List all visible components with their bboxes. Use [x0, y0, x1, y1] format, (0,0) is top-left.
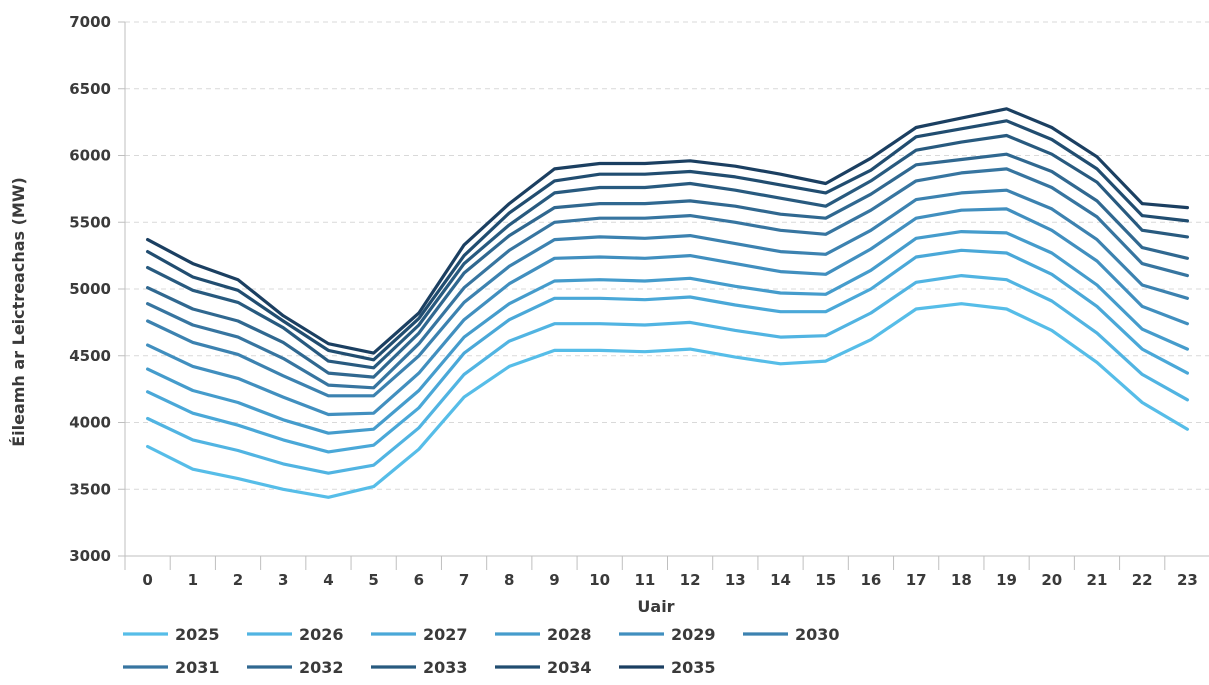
- y-tick-label: 7000: [69, 13, 111, 31]
- legend-item: 2026: [247, 625, 344, 644]
- legend-label: 2027: [423, 625, 468, 644]
- legend-label: 2034: [547, 658, 592, 677]
- series-line-2028: [146, 230, 1190, 435]
- y-tick-label: 4500: [69, 347, 111, 365]
- x-tick-label: 9: [549, 571, 559, 589]
- y-tick-label: 5500: [69, 213, 111, 231]
- legend-label: 2031: [175, 658, 220, 677]
- x-tick-label: 11: [634, 571, 655, 589]
- legend-label: 2033: [423, 658, 468, 677]
- legend-label: 2030: [795, 625, 840, 644]
- y-axis-title: Éileamh ar Leictreachas (MW): [9, 177, 28, 447]
- x-tick-label: 2: [233, 571, 243, 589]
- series-lines: [146, 107, 1190, 499]
- y-tick-label: 5000: [69, 280, 111, 298]
- x-tick-label: 0: [142, 571, 152, 589]
- y-tick-label: 4000: [69, 414, 111, 432]
- legend-label: 2032: [299, 658, 344, 677]
- legend-item: 2031: [123, 658, 220, 677]
- legend-item: 2034: [495, 658, 592, 677]
- x-tick-label: 15: [815, 571, 836, 589]
- x-tick-label: 19: [996, 571, 1017, 589]
- series-line-2025: [146, 302, 1190, 499]
- x-tick-label: 23: [1177, 571, 1198, 589]
- series-line-2033: [146, 133, 1190, 370]
- legend: 2025 2026 2027 2028 2029 2030 2031 2032 2033 2034…: [123, 625, 840, 677]
- series-line-2030: [146, 188, 1190, 398]
- series-line-2032: [146, 152, 1190, 379]
- x-tick-label: 6: [414, 571, 424, 589]
- legend-item: 2027: [371, 625, 468, 644]
- series-line-2026: [146, 274, 1190, 475]
- x-axis-title: Uair: [637, 597, 674, 616]
- x-tick-label: 10: [589, 571, 610, 589]
- series-line-2031: [146, 167, 1190, 390]
- legend-label: 2026: [299, 625, 344, 644]
- x-tick-label: 3: [278, 571, 288, 589]
- x-tick-label: 1: [188, 571, 198, 589]
- series-line-2034: [146, 119, 1190, 362]
- y-tick-label: 6500: [69, 80, 111, 98]
- x-tick-label: 4: [323, 571, 333, 589]
- legend-label: 2028: [547, 625, 592, 644]
- x-tick-label: 21: [1087, 571, 1108, 589]
- y-tick-label: 3500: [69, 480, 111, 498]
- legend-item: 2030: [743, 625, 840, 644]
- x-tick-label: 17: [906, 571, 927, 589]
- legend-item: 2032: [247, 658, 344, 677]
- legend-item: 2035: [619, 658, 716, 677]
- legend-item: 2028: [495, 625, 592, 644]
- x-tick-label: 7: [459, 571, 469, 589]
- series-line-2029: [146, 207, 1190, 417]
- x-tick-label: 16: [861, 571, 882, 589]
- x-tick-label: 12: [680, 571, 701, 589]
- legend-label: 2035: [671, 658, 716, 677]
- legend-item: 2033: [371, 658, 468, 677]
- x-tick-label: 18: [951, 571, 972, 589]
- x-tick-label: 13: [725, 571, 746, 589]
- gridlines: [125, 21, 1209, 490]
- y-tick-label: 3000: [69, 547, 111, 565]
- legend-item: 2025: [123, 625, 220, 644]
- x-tick-label: 5: [368, 571, 378, 589]
- legend-label: 2029: [671, 625, 716, 644]
- legend-item: 2029: [619, 625, 716, 644]
- x-tick-label: 14: [770, 571, 791, 589]
- series-line-2035: [146, 107, 1190, 355]
- x-tick-label: 22: [1132, 571, 1153, 589]
- y-tick-label: 6000: [69, 147, 111, 165]
- series-line-2027: [146, 248, 1190, 454]
- x-tick-label: 20: [1041, 571, 1062, 589]
- x-tick-label: 8: [504, 571, 514, 589]
- legend-label: 2025: [175, 625, 220, 644]
